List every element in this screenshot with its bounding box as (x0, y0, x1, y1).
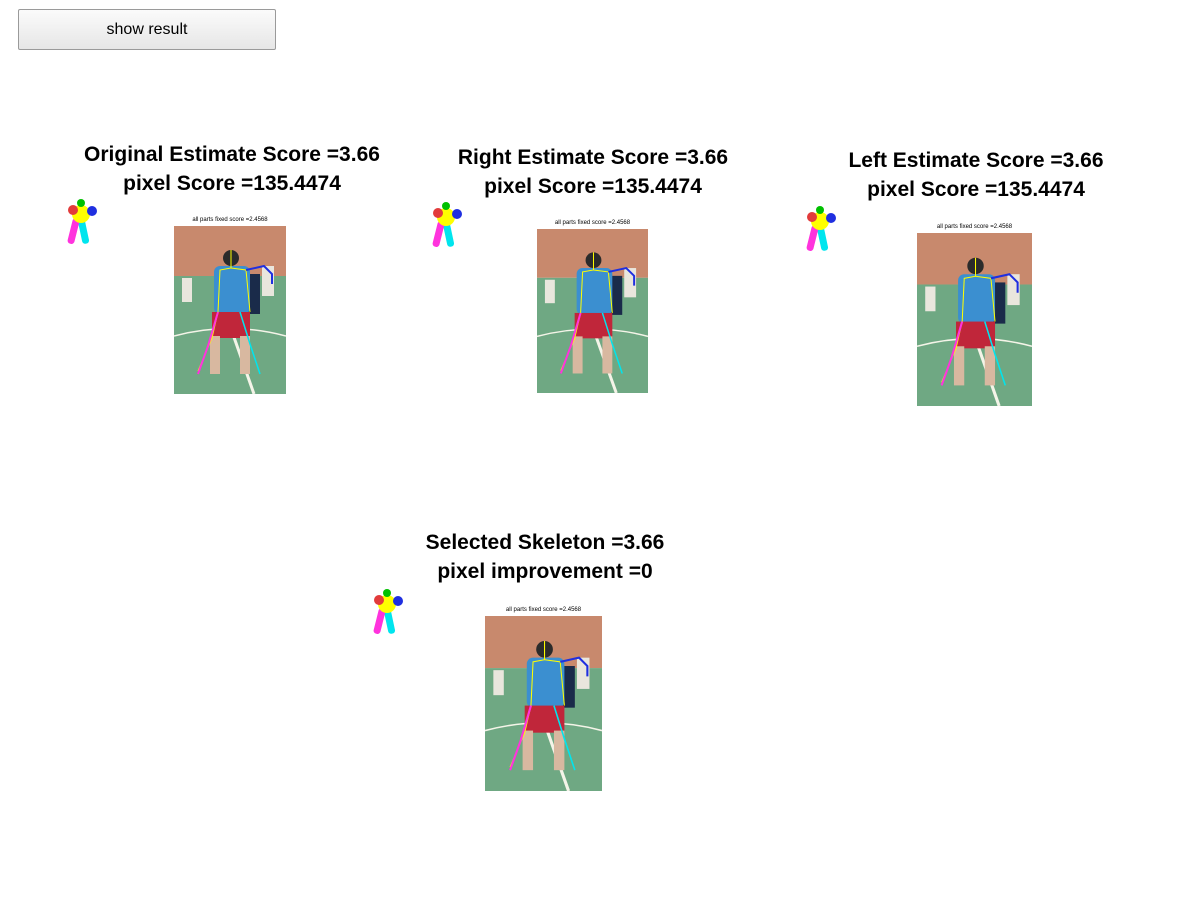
panel-title-right: Right Estimate Score =3.66 pixel Score =… (430, 143, 756, 201)
left-estimate-score: Left Estimate Score =3.66 (848, 149, 1104, 172)
pose-image-left: all parts fixed score =2.4568 (917, 224, 1032, 406)
panel-title-left: Left Estimate Score =3.66 pixel Score =1… (820, 146, 1132, 204)
original-estimate-score: Original Estimate Score =3.66 (84, 143, 380, 166)
selected-skeleton-score: Selected Skeleton =3.66 (425, 531, 665, 554)
panel-title-original: Original Estimate Score =3.66 pixel Scor… (60, 140, 404, 198)
pixel-improvement: pixel improvement =0 (437, 560, 653, 583)
skeleton-blob-icon (806, 206, 836, 251)
skeleton-blob-icon (373, 589, 403, 634)
image-caption: all parts fixed score =2.4568 (936, 224, 1013, 230)
panel-title-selected: Selected Skeleton =3.66 pixel improvemen… (400, 528, 690, 586)
image-caption: all parts fixed score =2.4568 (192, 217, 268, 223)
skeleton-blob-icon (432, 202, 462, 247)
right-estimate-score: Right Estimate Score =3.66 (457, 146, 729, 169)
pose-image-original: all parts fixed score =2.4568 (174, 217, 286, 394)
pose-image-selected: all parts fixed score =2.4568 (485, 607, 602, 791)
left-pixel-score: pixel Score =135.4474 (867, 178, 1085, 201)
right-pixel-score: pixel Score =135.4474 (484, 175, 702, 198)
image-caption: all parts fixed score =2.4568 (554, 220, 631, 226)
show-result-button[interactable]: show result (18, 9, 276, 50)
image-caption: all parts fixed score =2.4568 (505, 607, 582, 613)
skeleton-blob-icon (67, 199, 97, 244)
original-pixel-score: pixel Score =135.4474 (123, 172, 341, 195)
pose-image-right: all parts fixed score =2.4568 (537, 220, 648, 393)
